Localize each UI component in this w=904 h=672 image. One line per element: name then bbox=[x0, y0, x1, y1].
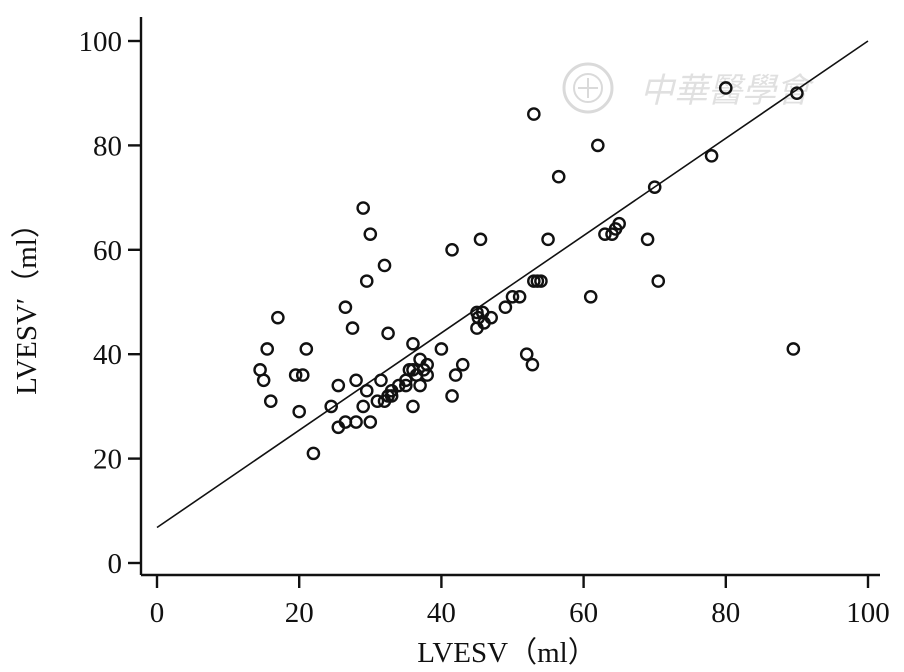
data-point bbox=[527, 107, 541, 121]
watermark-logo: 中華醫學會 bbox=[562, 62, 815, 114]
axes bbox=[139, 17, 880, 577]
data-point bbox=[505, 289, 520, 304]
data-point bbox=[256, 373, 271, 388]
data-point bbox=[349, 373, 363, 388]
data-point bbox=[525, 357, 540, 372]
svg-text:中華醫學會: 中華醫學會 bbox=[640, 71, 815, 111]
data-point bbox=[512, 289, 527, 304]
data-point bbox=[345, 321, 360, 335]
data-point bbox=[338, 300, 353, 315]
data-point bbox=[349, 415, 363, 429]
x-tick-label: 60 bbox=[569, 597, 598, 629]
data-point bbox=[363, 415, 378, 429]
data-point bbox=[651, 274, 666, 288]
data-point bbox=[612, 216, 626, 231]
data-point bbox=[445, 389, 459, 403]
x-axis-title: LVESV（ml） bbox=[417, 637, 596, 669]
y-tick-label: 0 bbox=[108, 548, 123, 580]
data-point bbox=[384, 389, 399, 403]
data-point bbox=[598, 227, 612, 241]
y-tick-label: 60 bbox=[93, 235, 122, 267]
data-point bbox=[591, 138, 605, 153]
y-tick-label: 100 bbox=[79, 26, 123, 58]
data-point bbox=[359, 274, 374, 288]
data-points bbox=[253, 81, 804, 461]
data-point bbox=[260, 342, 275, 356]
data-point bbox=[583, 289, 598, 304]
data-point bbox=[448, 368, 463, 382]
data-point bbox=[434, 342, 449, 356]
data-point bbox=[292, 404, 307, 419]
data-point bbox=[356, 399, 370, 414]
data-point bbox=[406, 399, 420, 414]
data-point bbox=[299, 342, 314, 356]
data-point bbox=[719, 81, 733, 95]
regression-line-group bbox=[156, 40, 869, 529]
data-point bbox=[473, 232, 488, 247]
data-point bbox=[551, 169, 566, 184]
data-point bbox=[370, 394, 385, 408]
data-point bbox=[455, 357, 470, 372]
data-point bbox=[381, 326, 395, 341]
data-point bbox=[295, 368, 310, 382]
data-point bbox=[445, 242, 459, 257]
data-point bbox=[363, 227, 378, 241]
data-point bbox=[420, 357, 434, 372]
data-point bbox=[306, 446, 321, 461]
data-point bbox=[374, 373, 388, 388]
y-tick-labels: 0 20 40 60 80 100 bbox=[79, 26, 123, 580]
x-tick-labels: 0 20 40 60 80 100 bbox=[150, 597, 890, 629]
data-point bbox=[519, 347, 534, 362]
data-point bbox=[377, 258, 392, 273]
data-point bbox=[790, 86, 804, 100]
data-point bbox=[484, 310, 498, 325]
data-point bbox=[271, 310, 285, 325]
data-point bbox=[263, 394, 278, 408]
x-tick-label: 0 bbox=[150, 597, 165, 629]
y-tick-label: 80 bbox=[93, 130, 122, 162]
data-point bbox=[324, 399, 338, 414]
data-point bbox=[541, 232, 555, 247]
data-point bbox=[406, 336, 420, 351]
x-tick-label: 100 bbox=[846, 597, 890, 629]
data-point bbox=[534, 274, 548, 288]
y-tick-label: 40 bbox=[93, 339, 122, 371]
data-point bbox=[640, 232, 655, 247]
y-axis-title: LVESV′（ml） bbox=[11, 209, 43, 395]
regression-line bbox=[156, 40, 869, 529]
data-point bbox=[647, 180, 662, 194]
data-point bbox=[704, 149, 719, 163]
data-point bbox=[359, 383, 374, 398]
data-point bbox=[786, 342, 801, 356]
data-point bbox=[413, 378, 427, 393]
data-point bbox=[498, 300, 513, 315]
x-tick-label: 80 bbox=[711, 597, 740, 629]
data-point bbox=[356, 201, 370, 215]
y-tick-label: 20 bbox=[93, 444, 122, 476]
tick-marks bbox=[128, 39, 870, 588]
data-point bbox=[399, 378, 413, 393]
data-point bbox=[331, 378, 346, 393]
x-tick-label: 20 bbox=[285, 597, 314, 629]
x-tick-label: 40 bbox=[427, 597, 456, 629]
data-point bbox=[288, 368, 303, 382]
